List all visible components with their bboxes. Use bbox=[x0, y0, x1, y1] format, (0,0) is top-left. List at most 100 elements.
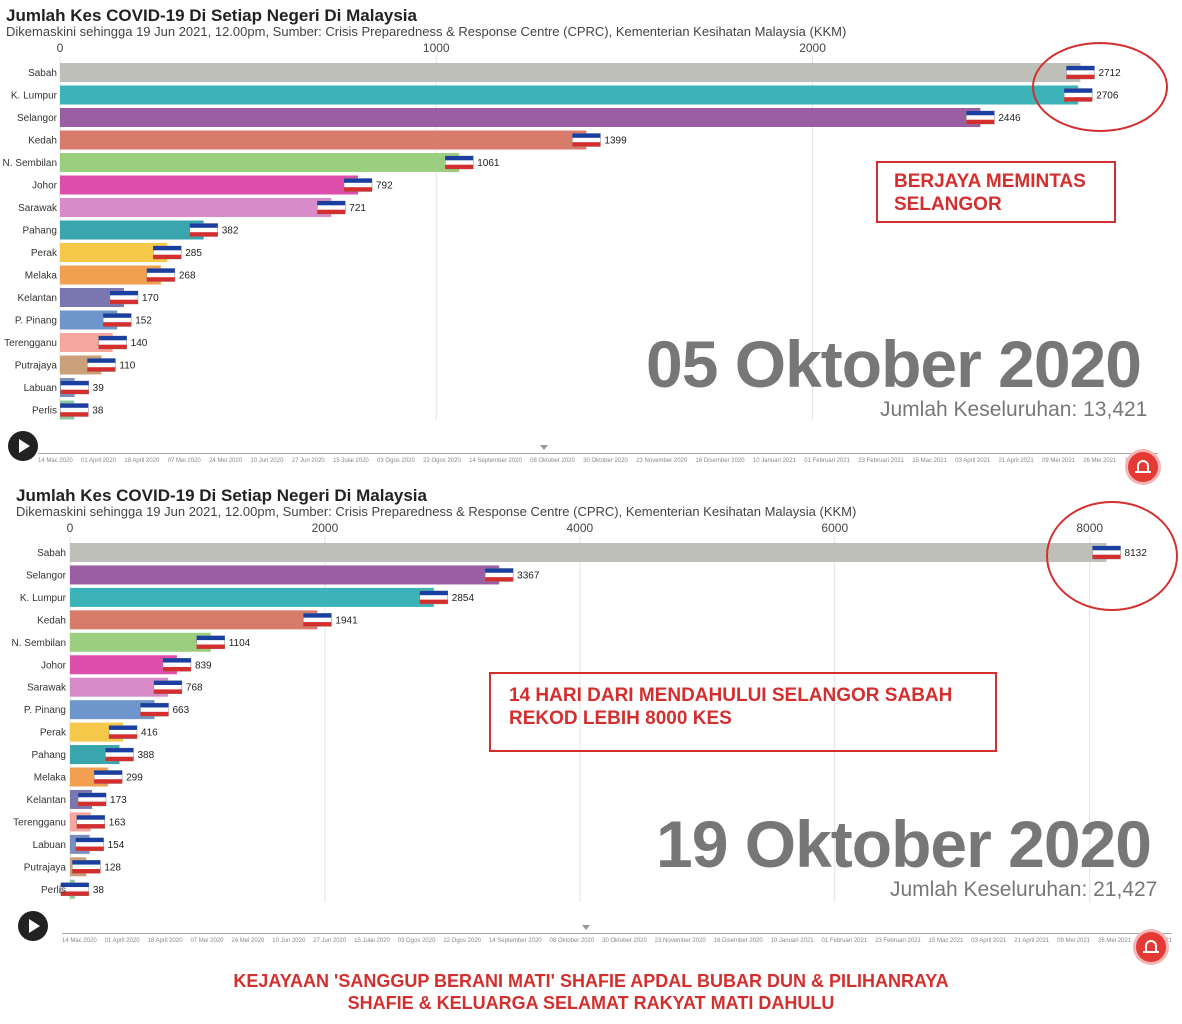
timeline-slider[interactable]: 14 Mac 2020 01 April 2020 18 April 2020 07 … bbox=[38, 445, 1158, 469]
annotation-line: 14 HARI DARI MENDAHULUI SELANGOR SABAH bbox=[509, 685, 953, 706]
flag-stripe bbox=[419, 599, 448, 604]
timeline-date-label: 09 Mei 2021 bbox=[1041, 458, 1076, 464]
flag-stripe bbox=[109, 725, 138, 730]
flag-stripe bbox=[189, 232, 218, 237]
timeline-date-label: 01 April 2020 bbox=[104, 938, 140, 944]
flag-stripe bbox=[72, 860, 101, 865]
flag-stripe bbox=[146, 268, 175, 273]
value-label: 3367 bbox=[517, 570, 540, 581]
category-label: Labuan bbox=[33, 840, 66, 851]
timeline-date-label: 10 Jun 2020 bbox=[250, 458, 284, 464]
flag-stripe bbox=[76, 815, 105, 820]
bar bbox=[60, 243, 168, 262]
category-label: Kelantan bbox=[18, 293, 57, 304]
timeline-date-label: 26 Mei 2021 bbox=[1083, 458, 1117, 464]
flag-stripe bbox=[109, 291, 138, 296]
notification-bell-icon[interactable] bbox=[1136, 932, 1166, 962]
timeline-date-label: 10 Januari 2021 bbox=[770, 938, 814, 944]
timeline-date-label: 18 April 2020 bbox=[124, 458, 160, 464]
timeline-handle[interactable] bbox=[582, 925, 590, 930]
flag-stripe bbox=[572, 142, 601, 147]
x-tick-label: 4000 bbox=[566, 521, 593, 535]
value-label: 2446 bbox=[998, 113, 1021, 124]
category-label: Perak bbox=[40, 728, 67, 739]
notification-bell-icon[interactable] bbox=[1128, 452, 1158, 482]
timeline-date-label: 07 Mei 2020 bbox=[190, 938, 224, 944]
category-label: Sarawak bbox=[18, 203, 58, 214]
value-label: 1399 bbox=[604, 136, 627, 147]
timeline-date-label: 14 Mac 2020 bbox=[62, 938, 97, 944]
category-label: Sabah bbox=[28, 68, 57, 79]
value-label: 140 bbox=[131, 338, 148, 349]
timeline-date-label: 26 Mei 2021 bbox=[1098, 938, 1132, 944]
x-tick-label: 2000 bbox=[312, 521, 339, 535]
flag-stripe bbox=[98, 336, 127, 341]
flag-stripe bbox=[153, 680, 182, 685]
category-label: Kedah bbox=[28, 136, 57, 147]
timeline-date-label: 15 Mac 2021 bbox=[928, 938, 964, 944]
value-label: 388 bbox=[137, 750, 154, 761]
value-label: 128 bbox=[104, 862, 121, 873]
bar bbox=[70, 700, 155, 720]
bar bbox=[70, 543, 1107, 562]
category-label: Putrajaya bbox=[24, 862, 67, 873]
value-label: 1941 bbox=[335, 615, 358, 626]
bar bbox=[70, 610, 318, 630]
flag-stripe bbox=[76, 824, 105, 829]
flag-stripe bbox=[162, 658, 191, 663]
flag-stripe bbox=[103, 313, 132, 318]
flag-stripe bbox=[153, 254, 182, 259]
value-label: 792 bbox=[376, 181, 393, 192]
flag-stripe bbox=[153, 689, 182, 694]
category-label: Kelantan bbox=[27, 795, 66, 806]
flag-stripe bbox=[196, 644, 225, 649]
value-label: 1104 bbox=[229, 638, 251, 649]
timeline-date-label: 16 Disember 2020 bbox=[713, 938, 763, 944]
flag-stripe bbox=[445, 156, 474, 161]
flag-stripe bbox=[87, 358, 116, 363]
bar bbox=[60, 108, 981, 127]
flag-stripe bbox=[94, 770, 123, 775]
value-label: 154 bbox=[108, 840, 125, 851]
flag-stripe bbox=[303, 622, 332, 627]
category-label: P. Pinang bbox=[15, 316, 57, 327]
category-label: Putrajaya bbox=[15, 361, 58, 372]
chart-subtitle: Dikemaskini sehingga 19 Jun 2021, 12.00p… bbox=[16, 504, 857, 519]
category-label: Sabah bbox=[37, 548, 66, 559]
chart-panel-oct-05: Jumlah Kes COVID-19 Di Setiap Negeri Di … bbox=[0, 0, 1182, 482]
timeline-date-label: 22 Ogos 2020 bbox=[443, 938, 482, 944]
timeline-date-label: 21 April 2021 bbox=[998, 458, 1034, 464]
category-label: K. Lumpur bbox=[11, 91, 58, 102]
flag-stripe bbox=[485, 577, 514, 582]
chart-title: Jumlah Kes COVID-19 Di Setiap Negeri Di … bbox=[6, 6, 417, 25]
category-label: Melaka bbox=[34, 773, 67, 784]
bar bbox=[60, 85, 1079, 105]
bar bbox=[70, 587, 434, 607]
flag-stripe bbox=[485, 568, 514, 573]
category-label: N. Sembilan bbox=[3, 158, 57, 169]
category-label: Kedah bbox=[37, 615, 66, 626]
timeline-date-label: 08 Oktober 2020 bbox=[549, 938, 595, 944]
bar bbox=[70, 632, 211, 652]
category-label: Terengganu bbox=[13, 817, 66, 828]
flag-stripe bbox=[60, 389, 89, 394]
flag-stripe bbox=[103, 322, 132, 327]
value-label: 268 bbox=[179, 271, 196, 282]
value-label: 38 bbox=[92, 406, 104, 417]
timeline-date-label: 03 April 2021 bbox=[971, 938, 1007, 944]
flag-stripe bbox=[303, 613, 332, 618]
play-button[interactable] bbox=[18, 911, 48, 941]
category-label: Melaka bbox=[25, 271, 58, 282]
category-label: Selangor bbox=[17, 113, 58, 124]
flag-stripe bbox=[78, 792, 107, 798]
play-button[interactable] bbox=[8, 431, 38, 461]
timeline-handle[interactable] bbox=[540, 445, 548, 450]
annotation-box: BERJAYA MEMINTAS SELANGOR bbox=[876, 161, 1116, 223]
flag-stripe bbox=[60, 412, 89, 417]
category-label: Perak bbox=[31, 248, 58, 259]
value-label: 768 bbox=[186, 683, 203, 694]
highlight-circle bbox=[1046, 501, 1178, 611]
timeline-slider[interactable]: 14 Mac 2020 01 April 2020 18 April 2020 07 … bbox=[62, 925, 1172, 949]
timeline-date-label: 21 April 2021 bbox=[1014, 938, 1050, 944]
